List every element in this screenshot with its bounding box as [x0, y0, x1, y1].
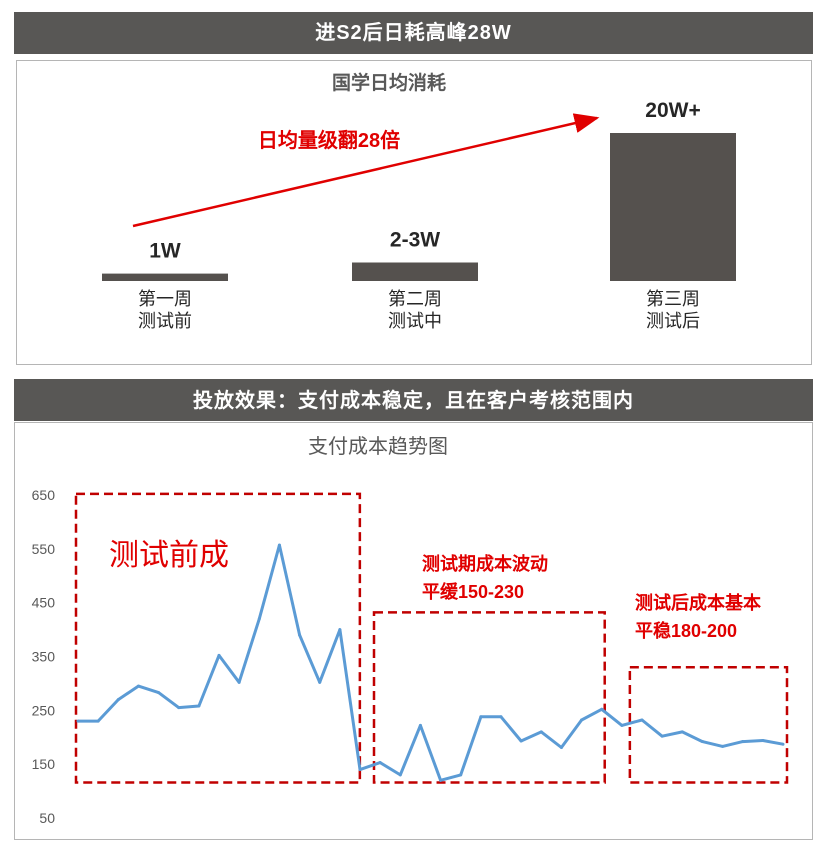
y-tick-label-4: 350	[32, 649, 56, 665]
data-point-7	[197, 704, 201, 708]
line-chart-title: 支付成本趋势图	[308, 435, 448, 458]
y-tick-label-5: 250	[32, 702, 56, 718]
data-point-26	[580, 718, 584, 722]
data-point-35	[761, 738, 765, 742]
bar-category-label-1-1: 第一周	[138, 289, 192, 309]
bar-category-label-3-1: 第三周	[646, 289, 700, 309]
data-point-4	[136, 684, 140, 688]
data-point-21	[479, 715, 483, 719]
bar-category-label-1-2: 测试前	[138, 311, 192, 331]
cost-trend-panel: 支付成本趋势图 650 550 450 350 250 150 50 测试前成 测试期成本波动…	[14, 422, 813, 840]
data-point-18	[418, 723, 422, 727]
bar-3	[610, 133, 736, 281]
bar-category-label-2-1: 第二周	[388, 289, 442, 309]
region-box-2	[372, 611, 606, 784]
data-point-31	[680, 730, 684, 734]
data-point-28	[620, 723, 624, 727]
cost-series-line	[78, 543, 784, 782]
region-label-2-line-1: 测试期成本波动	[422, 553, 548, 574]
data-point-34	[741, 740, 745, 744]
bar-category-label-2-2: 测试中	[388, 311, 442, 331]
region-label-3-line-1: 测试后成本基本	[635, 592, 761, 613]
data-point-1	[76, 719, 80, 723]
growth-arrow	[132, 113, 600, 228]
bar-chart-title: 国学日均消耗	[332, 71, 446, 94]
data-point-32	[700, 740, 704, 744]
bar-2	[352, 262, 478, 281]
data-point-16	[378, 761, 382, 765]
data-point-8	[217, 653, 221, 657]
data-point-6	[177, 706, 181, 710]
region-label-1: 测试前成	[109, 539, 229, 572]
y-tick-label-1: 650	[32, 487, 56, 503]
y-tick-label-2: 550	[32, 541, 56, 557]
bottom-banner-title: 投放效果：支付成本稳定，且在客户考核范围内	[14, 379, 813, 421]
bar-value-label-2: 2-3W	[390, 229, 440, 252]
region-label-2-line-2: 平缓150-230	[422, 581, 524, 602]
data-point-15	[358, 768, 362, 772]
data-point-36	[781, 742, 785, 746]
data-point-30	[660, 734, 664, 738]
data-point-12	[298, 633, 302, 637]
growth-annotation: 日均量级翻28倍	[258, 128, 400, 152]
data-point-9	[237, 680, 241, 684]
region-box-3	[628, 666, 789, 784]
data-point-24	[539, 730, 543, 734]
data-points-group	[76, 543, 785, 782]
data-point-13	[318, 680, 322, 684]
region-box-1	[74, 492, 362, 784]
bar-1	[102, 273, 228, 281]
data-point-3	[116, 698, 120, 702]
bar-value-label-1: 1W	[149, 240, 181, 263]
data-point-23	[519, 739, 523, 743]
data-point-25	[559, 745, 563, 749]
data-point-5	[157, 691, 161, 695]
data-point-14	[338, 628, 342, 632]
data-point-2	[96, 719, 100, 723]
data-point-10	[257, 617, 261, 621]
data-point-20	[459, 773, 463, 777]
data-point-22	[499, 715, 503, 719]
y-tick-label-6: 150	[32, 756, 56, 772]
y-tick-label-7: 50	[39, 810, 55, 826]
top-banner-title: 进S2后日耗高峰28W	[14, 12, 813, 54]
data-point-27	[600, 707, 604, 711]
region-label-3-line-2: 平稳180-200	[635, 620, 737, 641]
y-axis: 650 550 450 350 250 150 50	[32, 487, 56, 826]
cost-trend-line-chart: 支付成本趋势图 650 550 450 350 250 150 50 测试前成 测试期成本波动…	[32, 435, 789, 826]
bar-value-label-3: 20W+	[645, 99, 700, 122]
data-point-11	[277, 543, 281, 547]
bar-category-label-3-2: 测试后	[646, 311, 700, 331]
data-point-17	[398, 773, 402, 777]
consumption-chart-panel: 国学日均消耗 日均量级翻28倍 1W 第一周 测试前 2-3W 第二周 测试中 20W+ 第三…	[16, 60, 812, 365]
data-point-19	[439, 778, 443, 782]
y-tick-label-3: 450	[32, 595, 56, 611]
data-point-29	[640, 718, 644, 722]
data-point-33	[721, 744, 725, 748]
